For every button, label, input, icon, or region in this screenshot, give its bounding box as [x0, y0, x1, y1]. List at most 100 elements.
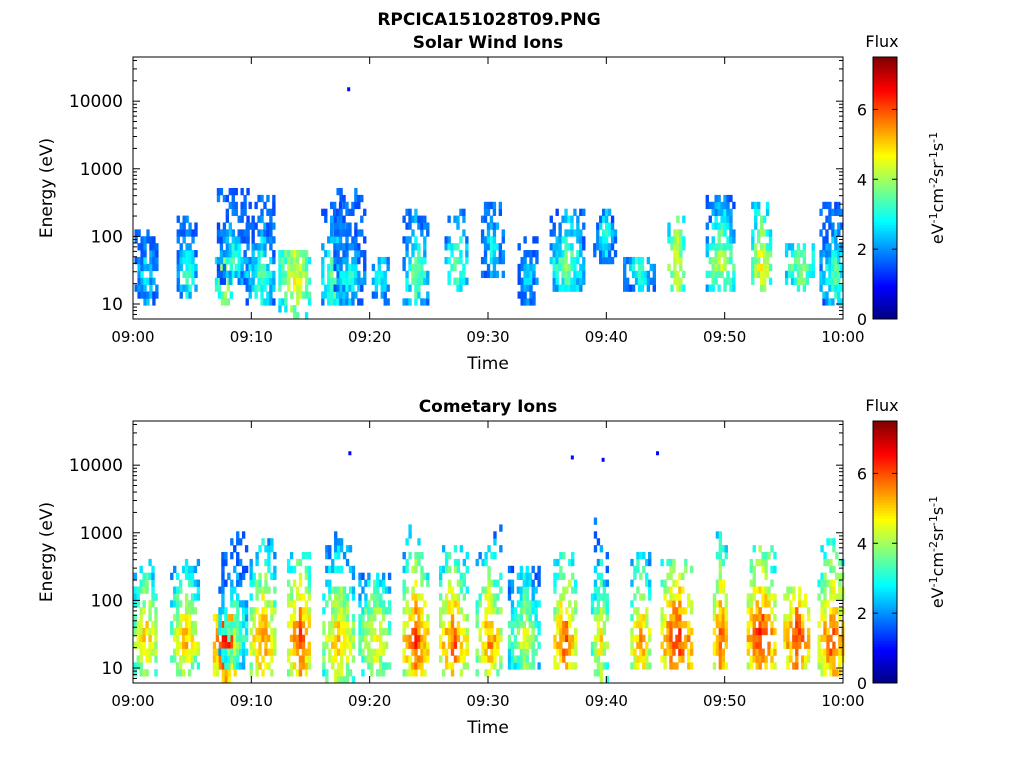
flux-cell: [498, 208, 503, 216]
flux-cell: [537, 620, 541, 629]
flux-cell: [721, 614, 725, 622]
flux-cell: [718, 634, 723, 643]
flux-cell: [576, 270, 580, 279]
flux-cell: [724, 593, 728, 601]
flux-cell: [459, 641, 464, 649]
flux-cell: [495, 243, 500, 251]
colorbar-segment: [873, 172, 897, 176]
flux-cell: [819, 208, 823, 216]
colorbar-segment: [873, 512, 897, 516]
flux-cell: [264, 662, 268, 670]
flux-cell: [640, 277, 645, 285]
flux-cell: [187, 579, 192, 587]
flux-cell: [354, 222, 358, 230]
flux-cell: [351, 641, 356, 649]
flux-cell: [370, 669, 374, 677]
colorbar-segment: [873, 491, 897, 495]
flux-cell: [270, 669, 274, 677]
flux-cell: [559, 614, 563, 622]
colorbar-segment: [873, 641, 897, 645]
flux-cell: [258, 620, 262, 629]
colorbar-segment: [873, 109, 897, 113]
flux-cell: [711, 243, 715, 251]
colorbar-segment: [873, 277, 897, 281]
flux-cell: [465, 552, 469, 560]
flux-cell: [402, 263, 406, 272]
flux-cell: [423, 634, 427, 643]
flux-cell: [829, 565, 833, 574]
flux-cell: [215, 634, 220, 643]
flux-cell: [245, 277, 249, 285]
flux-cell: [239, 641, 243, 649]
flux-cell: [381, 662, 386, 670]
flux-cell: [334, 634, 338, 643]
flux-cell: [510, 655, 515, 663]
flux-cell: [249, 627, 253, 636]
flux-cell: [493, 552, 497, 560]
flux-cell: [272, 208, 276, 216]
flux-cell: [417, 222, 421, 230]
flux-cell: [151, 572, 155, 580]
flux-cell: [829, 655, 833, 663]
flux-cell: [746, 600, 751, 608]
flux-cell: [196, 662, 201, 670]
flux-cell: [599, 215, 603, 223]
colorbar-segment: [873, 465, 897, 469]
flux-cell: [590, 600, 595, 608]
flux-cell: [330, 270, 334, 279]
flux-cell: [155, 250, 159, 258]
flux-cell: [351, 236, 355, 244]
flux-cell: [221, 586, 225, 594]
isolated-flux-point: [347, 87, 351, 92]
flux-cell: [645, 579, 649, 587]
flux-cell: [507, 634, 512, 643]
flux-cell: [708, 243, 712, 251]
colorbar-segment: [873, 125, 897, 129]
flux-cell: [444, 565, 449, 574]
flux-cell: [243, 208, 247, 216]
flux-cell: [678, 607, 682, 615]
flux-cell: [501, 270, 505, 279]
flux-cell: [568, 600, 572, 608]
flux-cell: [555, 277, 559, 285]
flux-cell: [140, 256, 144, 265]
flux-cell: [447, 600, 452, 608]
flux-cell: [610, 215, 615, 223]
flux-cell: [417, 614, 421, 622]
flux-cell: [484, 607, 488, 615]
flux-cell: [799, 263, 804, 272]
flux-cell: [184, 620, 189, 629]
flux-cell: [411, 662, 415, 670]
flux-cell: [193, 565, 198, 574]
flux-cell: [792, 607, 796, 615]
colorbar-segment: [873, 489, 897, 493]
flux-cell: [493, 634, 497, 643]
flux-cell: [289, 669, 294, 677]
flux-cell: [556, 641, 560, 649]
flux-cell: [226, 284, 231, 292]
flux-cell: [264, 641, 268, 649]
flux-cell: [499, 655, 503, 663]
flux-cell: [270, 641, 274, 649]
flux-cell: [823, 620, 827, 629]
flux-cell: [402, 565, 406, 574]
flux-cell: [361, 634, 365, 643]
colorbar-segment: [873, 468, 897, 472]
flux-cell: [358, 600, 362, 608]
flux-cell: [639, 655, 643, 663]
flux-cell: [825, 298, 829, 306]
flux-cell: [784, 243, 789, 251]
flux-cell: [379, 593, 383, 601]
flux-cell: [765, 201, 770, 210]
flux-cell: [134, 284, 138, 292]
colorbar-segment: [873, 559, 897, 563]
flux-cell: [321, 263, 325, 272]
flux-cell: [523, 277, 527, 285]
flux-cell: [236, 538, 240, 546]
flux-cell: [576, 222, 580, 230]
panel-title: Solar Wind Ions: [413, 33, 564, 53]
flux-cell: [749, 620, 753, 629]
flux-cell: [225, 229, 230, 237]
flux-cell: [257, 229, 261, 237]
flux-cell: [718, 607, 723, 615]
